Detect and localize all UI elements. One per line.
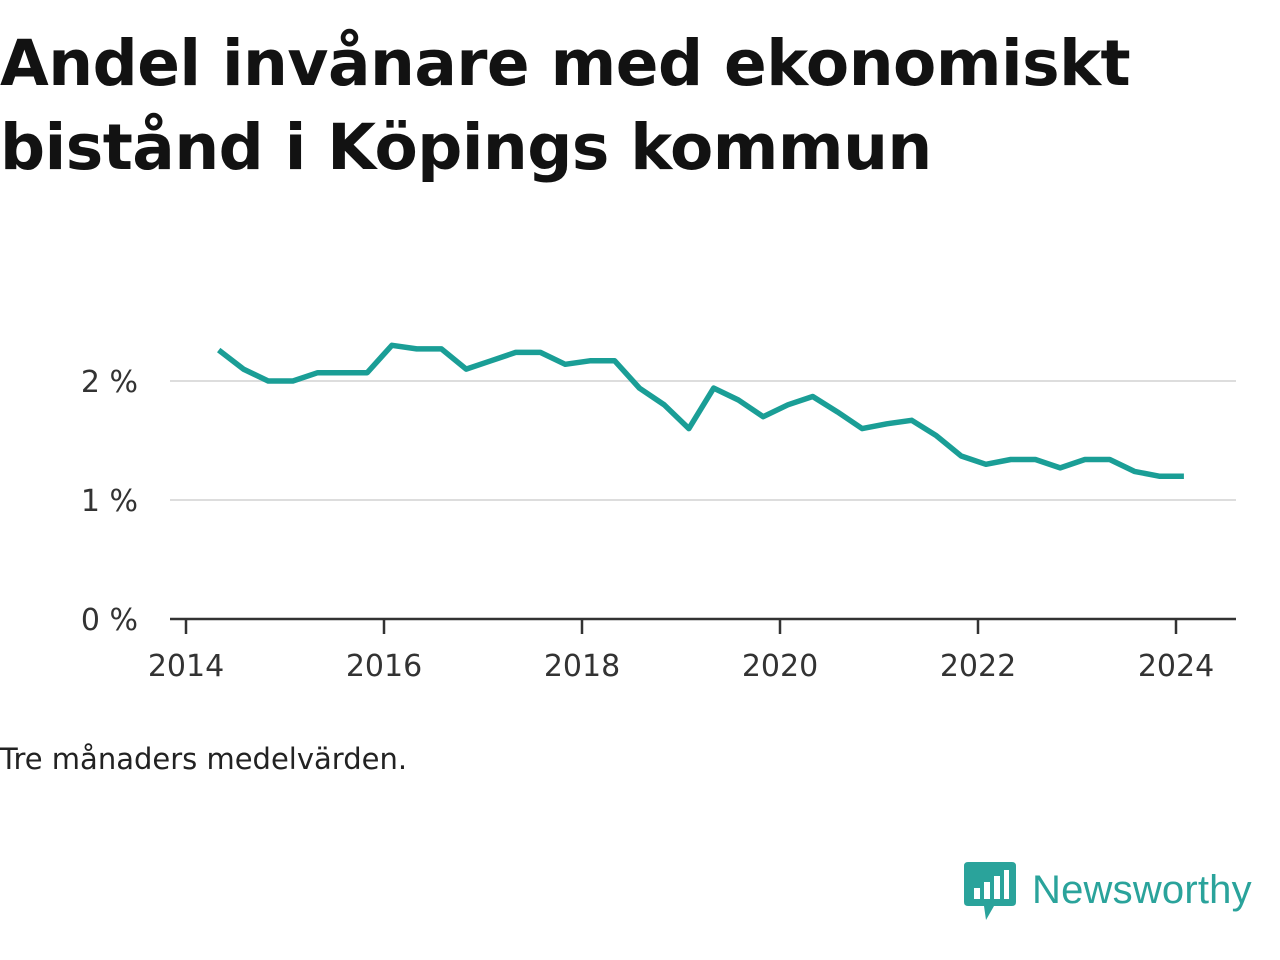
series-line — [217, 342, 1184, 479]
x-tick-label: 2024 — [1138, 649, 1214, 684]
series-lines — [217, 342, 1184, 479]
x-tick-label: 2016 — [346, 649, 422, 684]
brand-name: Newsworthy — [1032, 867, 1252, 912]
y-axis-labels: 0 % 1 % 2 % — [81, 365, 138, 638]
x-axis-labels: 2014 2016 2018 2020 2022 2024 — [148, 649, 1214, 684]
x-tick-label: 2014 — [148, 649, 224, 684]
bar-chart-speech-bubble-icon — [964, 862, 1016, 920]
y-tick-label: 2 % — [81, 365, 138, 400]
brand-logo[interactable]: Newsworthy — [964, 862, 1252, 926]
x-tick-label: 2022 — [940, 649, 1016, 684]
x-tick-label: 2020 — [742, 649, 818, 684]
grid-lines — [170, 380, 1236, 501]
x-tick-label: 2018 — [544, 649, 620, 684]
y-tick-label: 1 % — [81, 484, 138, 519]
chart-title: Andel invånare med ekonomiskt bistånd i … — [0, 27, 1131, 184]
y-tick-label: 0 % — [81, 603, 138, 638]
chart-caption: Tre månaders medelvärden. — [0, 742, 408, 776]
x-axis — [170, 617, 1236, 634]
line-chart: 0 % 1 % 2 % 2014 2016 2018 2020 2022 2024 — [81, 342, 1236, 684]
